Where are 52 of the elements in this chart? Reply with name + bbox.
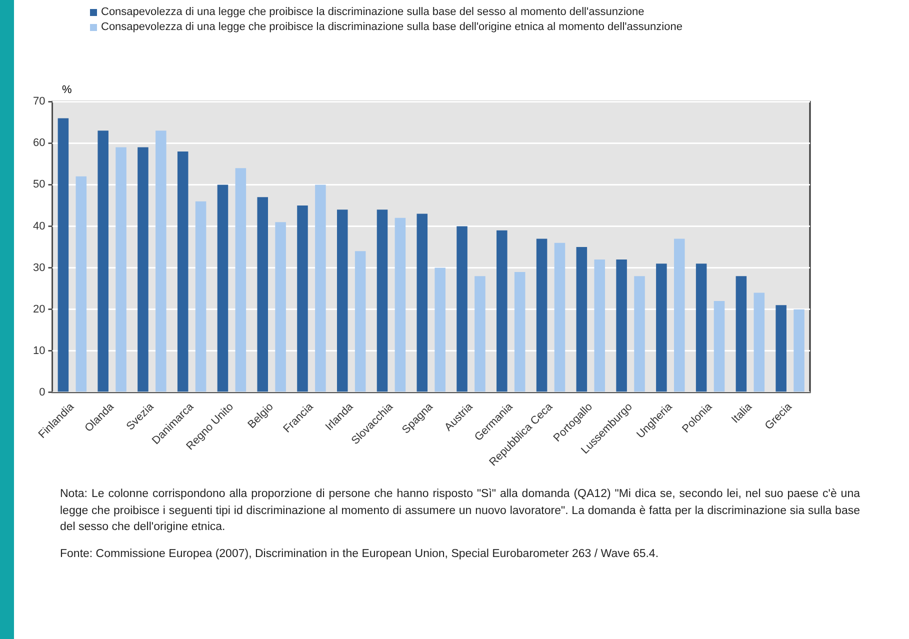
y-tick-label: 10 — [32, 344, 46, 357]
bar — [656, 264, 667, 392]
bar — [776, 305, 786, 392]
bar — [714, 301, 725, 392]
bar — [394, 218, 406, 392]
y-tick-label: 60 — [32, 137, 46, 150]
bar — [257, 197, 268, 392]
bar — [434, 268, 446, 392]
bar — [217, 184, 228, 392]
bar — [138, 147, 148, 392]
bar — [376, 210, 388, 392]
bar — [235, 168, 246, 392]
bar — [736, 276, 747, 392]
bar — [297, 205, 308, 392]
bar — [156, 130, 166, 392]
bar — [456, 226, 468, 392]
y-tick-label: 40 — [32, 220, 46, 232]
bar — [794, 309, 804, 392]
y-tick-label: 30 — [32, 262, 46, 274]
y-tick-label: 0 — [39, 386, 46, 398]
bar — [674, 238, 685, 392]
bar — [754, 292, 765, 392]
bar — [98, 130, 108, 392]
bar — [514, 272, 526, 392]
text: Nota: Le colonne corrispondono alla proporzione di persone che hanno risposto "Sì" alla domanda (QA12) "Mi dica se, secondo lei, nel suo paese c'è una legge che proibisce i seguenti tipi id discriminazione al momento di assumere un nuovo lavoratore". La domanda è fatta per la discriminazione sia sulla base del sesso che dell'origine etnica. — [60, 487, 860, 536]
bar — [58, 118, 69, 392]
bar — [336, 210, 348, 392]
bar — [354, 251, 366, 392]
y-axis-title: % — [62, 84, 72, 96]
bar — [634, 276, 645, 392]
bar — [177, 151, 188, 392]
bar — [474, 276, 486, 392]
bar — [195, 201, 206, 392]
bar — [496, 230, 508, 392]
bar — [616, 259, 627, 392]
bar — [696, 264, 707, 392]
y-tick-label: 50 — [32, 178, 46, 191]
bar — [275, 222, 286, 392]
bar — [116, 147, 126, 392]
y-tick-label: 20 — [32, 303, 46, 316]
legend-label: Consapevolezza di una legge che proibisce la discriminazione sulla base del sesso al momento dell'assunzione — [101, 6, 644, 18]
bar — [76, 176, 87, 392]
bar — [594, 259, 606, 392]
bar — [536, 238, 548, 392]
x-tick-label: Italia — [730, 400, 756, 426]
legend-label: Consapevolezza di una legge che proibisce la discriminazione sulla base dell'origine etnica al momento dell'assunzione — [101, 21, 682, 33]
bar — [315, 184, 326, 392]
y-tick-label: 70 — [32, 96, 46, 108]
bar — [554, 242, 566, 392]
bar — [416, 214, 428, 392]
source-note: Fonte: Commissione Europea (2007), Discrimination in the European Union, Special Eurobarometer 263 / Wave 65.4. — [60, 547, 660, 562]
bar — [576, 247, 588, 392]
